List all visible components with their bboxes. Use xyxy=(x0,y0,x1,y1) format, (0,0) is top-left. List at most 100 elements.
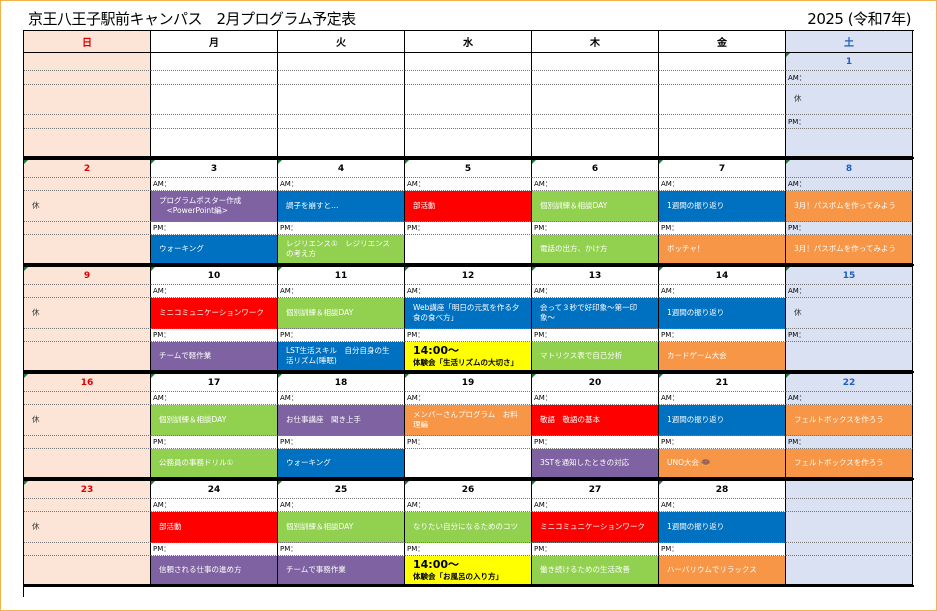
program-cell-mon-pm: 公務員の事務ドリル① xyxy=(151,449,278,478)
weekday-header-sun: 日 xyxy=(24,31,151,53)
am-label-cell: AM： xyxy=(278,499,405,512)
am-label-cell: AM： xyxy=(278,178,405,191)
program-cell-tue-am: 調子を崩すと… xyxy=(278,191,405,222)
week-1-date-row: 1 xyxy=(24,53,914,71)
pm-label-cell: PM： xyxy=(278,329,405,342)
week-5-pm-label-row: PM： PM： PM： PM： PM： xyxy=(24,543,914,556)
am-label-cell: AM： xyxy=(659,499,786,512)
am-label-cell: AM： xyxy=(278,285,405,298)
am-label: AM： xyxy=(280,287,298,295)
week-2-date-row: 2 3 4 5 6 7 8 xyxy=(24,159,914,178)
program-cell-thu-am: 個別訓練＆相談DAY xyxy=(532,191,659,222)
am-label: AM： xyxy=(661,501,679,509)
program-title: なりたい自分になるためのコツ xyxy=(413,521,518,531)
am-label-cell: AM： xyxy=(659,285,786,298)
pm-label: PM： xyxy=(407,438,425,446)
am-label-cell xyxy=(278,71,405,85)
am-label-cell xyxy=(24,285,151,298)
am-label-cell: AM： xyxy=(278,392,405,405)
pm-label: PM： xyxy=(153,545,171,553)
am-label: AM： xyxy=(534,180,552,188)
program-cell-sat-pm xyxy=(786,342,913,371)
pm-label: PM： xyxy=(407,545,425,553)
weekday-header-tue: 火 xyxy=(278,31,405,53)
date-number: 26 xyxy=(461,484,475,495)
program-cell-mon-am: 個別訓練＆相談DAY xyxy=(151,405,278,436)
am-label-cell: AM： xyxy=(532,499,659,512)
program-cell-fri-pm: UNO大会 🍩 xyxy=(659,449,786,478)
weekday-header-fri: 金 xyxy=(659,31,786,53)
date-number: 17 xyxy=(207,377,221,388)
week-1-am-activity-row: 休 xyxy=(24,85,914,115)
date-cell-mon: 17 xyxy=(151,373,278,392)
program-title: 信頼される仕事の進め方 xyxy=(159,564,242,574)
program-cell-fri-am: 1週間の振り返り xyxy=(659,405,786,436)
program-cell-fri-pm xyxy=(659,129,786,157)
program-cell-sat-am xyxy=(786,512,913,543)
program-title: 1週間の振り返り xyxy=(667,414,725,424)
program-cell-mon-pm: チームで軽作業 xyxy=(151,342,278,371)
date-cell-sun: 2 xyxy=(24,159,151,178)
pm-label-cell: PM： xyxy=(659,436,786,449)
rest-label: 休 xyxy=(32,521,40,531)
pm-label: PM： xyxy=(153,331,171,339)
week-5-date-row: 23 24 25 26 27 28 xyxy=(24,480,914,499)
am-label-cell xyxy=(532,71,659,85)
week-3-am-activity-row: 休 ミニコミュニケーションワーク 個別訓練＆相談DAY Web講座「明日の元気を作る夕… xyxy=(24,298,914,329)
pm-label: PM： xyxy=(661,331,679,339)
week-1-pm-activity-row xyxy=(24,129,914,159)
date-number: 18 xyxy=(334,377,348,388)
am-label-cell: AM： xyxy=(532,285,659,298)
am-label: AM： xyxy=(661,180,679,188)
program-cell-wed-pm: 14:00〜 体験会「生活リズムの大切さ」 xyxy=(405,342,532,371)
program-cell-thu-pm: 働き続けるための生活改善 xyxy=(532,556,659,585)
program-cell-mon-am: プログラムポスター作成 <PowerPoint編> xyxy=(151,191,278,222)
date-number: 7 xyxy=(718,163,726,174)
pm-label-cell: PM： xyxy=(532,436,659,449)
program-title: 個別訓練＆相談DAY xyxy=(286,307,354,317)
program-title: 電話の出方、かけ方 xyxy=(540,243,608,253)
program-cell-wed-pm: 14:00〜 体験会「お風呂の入り方」 xyxy=(405,556,532,585)
program-cell-fri-pm: ボッチャ！ xyxy=(659,235,786,264)
am-label-cell xyxy=(24,392,151,405)
am-label-cell xyxy=(24,499,151,512)
date-cell-tue xyxy=(278,53,405,71)
program-cell-mon-am: 部活動 xyxy=(151,512,278,543)
am-label-cell xyxy=(24,178,151,191)
pm-label-cell: PM： xyxy=(786,222,913,235)
week-2-am-activity-row: 休 プログラムポスター作成 <PowerPoint編> 調子を崩すと… 部活動 個別訓練… xyxy=(24,191,914,222)
date-cell-thu: 27 xyxy=(532,480,659,499)
date-number: 9 xyxy=(83,270,91,281)
date-number: 19 xyxy=(461,377,475,388)
program-title: 個別訓練＆相談DAY xyxy=(286,521,354,531)
program-title: Web講座「明日の元気を作る夕食の食べ方」 xyxy=(413,302,520,322)
program-cell-mon-pm: 信頼される仕事の進め方 xyxy=(151,556,278,585)
program-cell-wed-am: なりたい自分になるためのコツ xyxy=(405,512,532,543)
program-title: 部活動 xyxy=(159,521,182,531)
program-cell-sun-pm xyxy=(24,235,151,264)
program-cell-sat-am: 休 xyxy=(786,85,913,115)
date-number: 22 xyxy=(842,377,856,388)
weekday-header-mon: 月 xyxy=(151,31,278,53)
date-number: 16 xyxy=(80,377,94,388)
am-label-cell: AM： xyxy=(405,499,532,512)
pm-label: PM： xyxy=(534,545,552,553)
date-number: 12 xyxy=(461,270,475,281)
am-label-cell: AM： xyxy=(532,392,659,405)
program-title: ハーバリウムでリラックス xyxy=(667,564,757,574)
date-cell-sun: 16 xyxy=(24,373,151,392)
date-cell-tue: 18 xyxy=(278,373,405,392)
pm-label: PM： xyxy=(280,224,298,232)
program-title: ボッチャ！ xyxy=(667,243,705,253)
am-label: AM： xyxy=(280,501,298,509)
am-label-cell: AM： xyxy=(659,178,786,191)
am-label-cell: AM： xyxy=(405,392,532,405)
program-title: 公務員の事務ドリル① xyxy=(159,457,234,467)
date-cell-sun: 23 xyxy=(24,480,151,499)
pm-label: PM： xyxy=(788,438,806,446)
program-cell-fri-am: 1週間の振り返り xyxy=(659,512,786,543)
pm-label-cell xyxy=(278,115,405,129)
program-title: ミニコミュニケーションワーク xyxy=(159,307,264,317)
week-4-pm-activity-row: 公務員の事務ドリル① ウォーキング 3STを通知したときの対応 UNO大会 🍩 フェルト… xyxy=(24,449,914,480)
date-cell-wed: 19 xyxy=(405,373,532,392)
